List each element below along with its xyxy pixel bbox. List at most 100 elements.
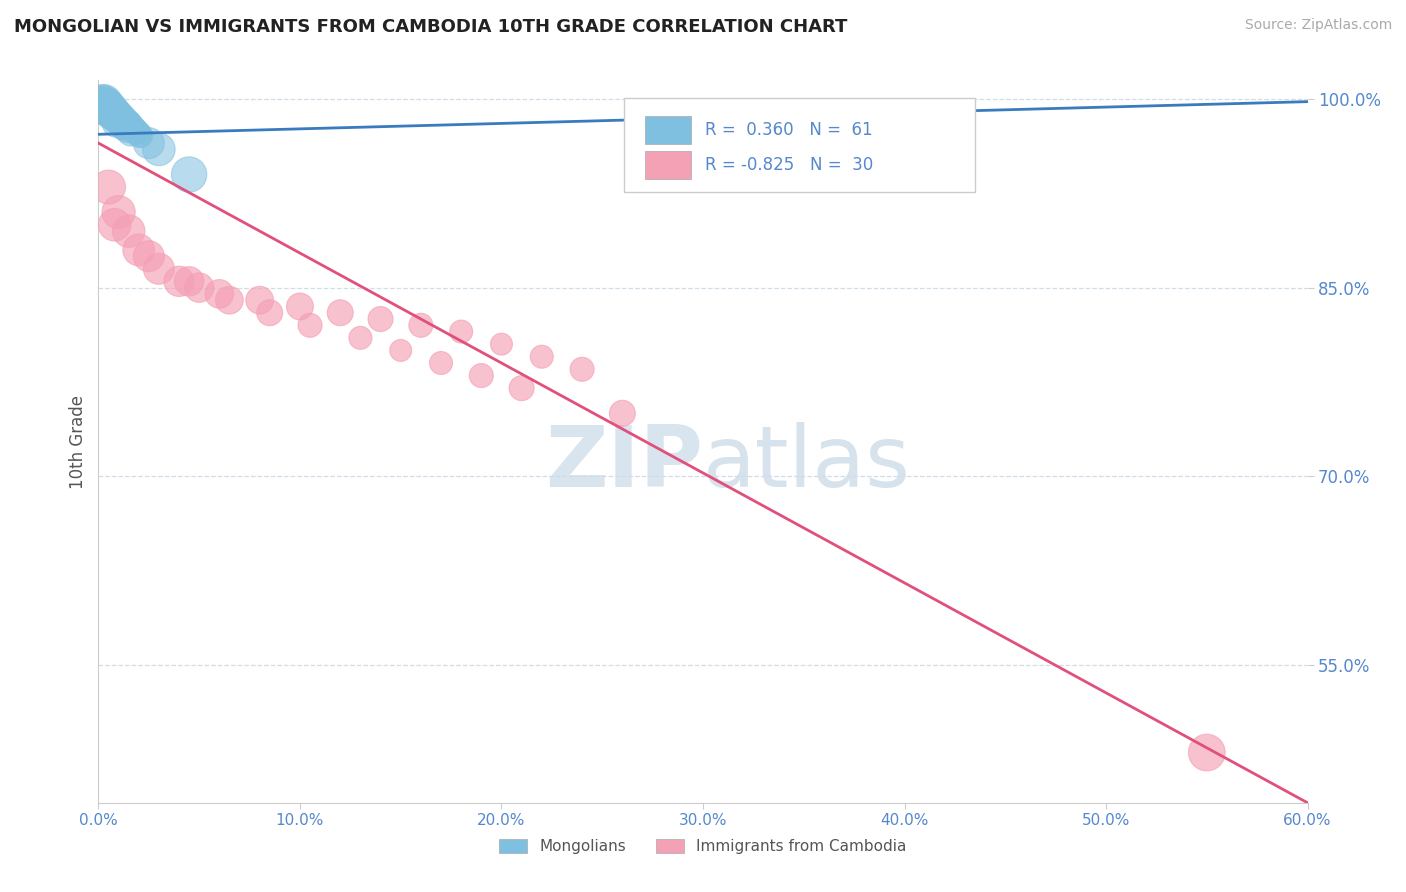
Text: R =  0.360   N =  61: R = 0.360 N = 61 [706, 121, 873, 139]
Point [188, 280, 211, 294]
FancyBboxPatch shape [645, 117, 690, 144]
Point [349, 331, 371, 345]
Point [103, 106, 125, 120]
Point [114, 119, 136, 133]
Point [103, 104, 125, 119]
Point [120, 120, 142, 134]
Point [93, 95, 115, 109]
Point [430, 356, 453, 370]
Point [121, 121, 143, 136]
Point [218, 293, 240, 308]
Point [138, 249, 160, 263]
Point [450, 325, 472, 339]
Point [97, 180, 120, 194]
Point [148, 261, 170, 276]
Point [179, 274, 201, 288]
Point [93, 97, 115, 112]
Point [100, 103, 122, 118]
Point [1195, 746, 1218, 760]
Text: R = -0.825   N =  30: R = -0.825 N = 30 [706, 156, 873, 174]
Point [101, 108, 124, 122]
Point [571, 362, 593, 376]
FancyBboxPatch shape [624, 98, 976, 193]
Point [107, 110, 129, 124]
Point [179, 168, 201, 182]
Point [111, 119, 134, 133]
Point [409, 318, 432, 333]
Point [107, 110, 129, 124]
Y-axis label: 10th Grade: 10th Grade [69, 394, 87, 489]
Point [96, 97, 118, 112]
Point [125, 125, 148, 139]
Point [105, 112, 128, 127]
Point [114, 113, 136, 128]
Point [259, 306, 281, 320]
Point [249, 293, 271, 308]
Point [97, 103, 120, 118]
Point [111, 113, 134, 128]
Point [91, 95, 114, 110]
Point [118, 117, 141, 131]
Point [100, 106, 122, 120]
Point [118, 224, 141, 238]
Point [370, 312, 392, 326]
Point [100, 102, 122, 116]
Point [208, 286, 231, 301]
Point [128, 128, 150, 142]
Point [110, 114, 132, 128]
Point [128, 243, 150, 257]
Point [110, 112, 132, 127]
Point [530, 350, 553, 364]
Point [110, 110, 132, 124]
Text: Source: ZipAtlas.com: Source: ZipAtlas.com [1244, 18, 1392, 32]
Point [96, 98, 118, 112]
Point [120, 126, 142, 140]
Point [96, 100, 118, 114]
Point [105, 116, 128, 130]
Point [148, 142, 170, 156]
Point [101, 102, 124, 116]
Point [93, 101, 115, 115]
Point [97, 101, 120, 115]
Point [105, 106, 128, 120]
Point [167, 274, 190, 288]
Point [91, 95, 114, 109]
Point [93, 100, 115, 114]
Point [100, 101, 122, 115]
Point [470, 368, 492, 383]
Point [288, 300, 311, 314]
Point [103, 218, 125, 232]
Point [118, 117, 141, 131]
Point [97, 104, 120, 119]
Point [389, 343, 412, 358]
Point [100, 102, 122, 116]
Point [329, 306, 352, 320]
Point [105, 111, 128, 125]
Text: MONGOLIAN VS IMMIGRANTS FROM CAMBODIA 10TH GRADE CORRELATION CHART: MONGOLIAN VS IMMIGRANTS FROM CAMBODIA 10… [14, 18, 848, 36]
FancyBboxPatch shape [645, 151, 690, 178]
Point [97, 104, 120, 119]
Point [107, 205, 129, 219]
Point [107, 113, 129, 128]
Point [115, 116, 138, 130]
Point [299, 318, 322, 333]
Point [111, 112, 134, 127]
Point [101, 104, 124, 119]
Point [138, 136, 160, 150]
Point [114, 120, 136, 134]
Point [103, 106, 125, 120]
Point [103, 110, 125, 124]
Point [105, 108, 128, 122]
Point [510, 381, 533, 395]
Point [491, 337, 513, 351]
Text: atlas: atlas [703, 422, 911, 505]
Point [612, 406, 634, 420]
Point [129, 128, 152, 143]
Point [124, 123, 146, 137]
Point [107, 108, 129, 122]
Point [101, 108, 124, 122]
Point [96, 98, 118, 112]
Legend: Mongolians, Immigrants from Cambodia: Mongolians, Immigrants from Cambodia [494, 833, 912, 860]
Point [101, 107, 124, 121]
Point [97, 98, 120, 112]
